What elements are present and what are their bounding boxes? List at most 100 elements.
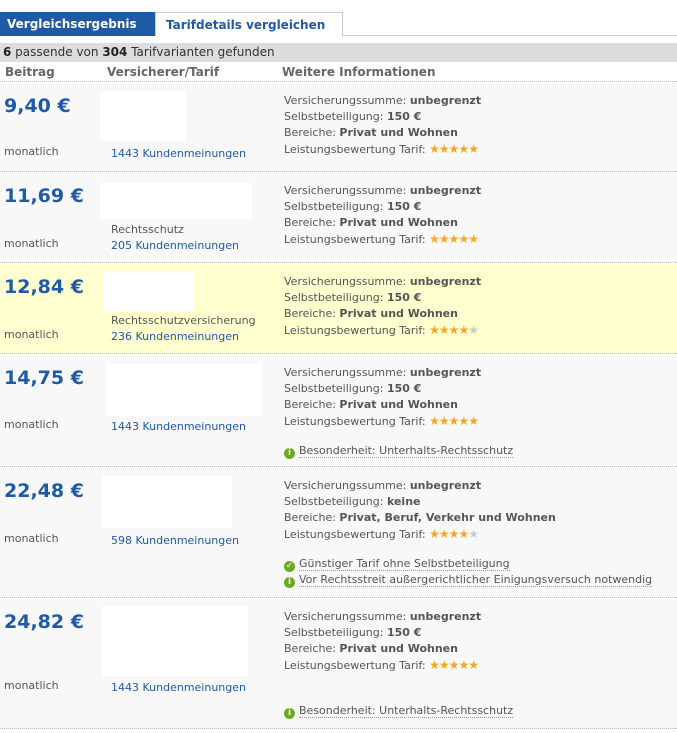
- tariff-info: Versicherungssumme: unbegrenzt Selbstbete…: [284, 478, 556, 543]
- star-icon: ★: [429, 323, 440, 337]
- tariff-info: Versicherungssumme: unbegrenzt Selbstbete…: [284, 365, 481, 430]
- areas-value: Privat und Wohnen: [339, 307, 458, 320]
- note-item: ✓ Günstiger Tarif ohne Selbstbeteiligung: [284, 557, 510, 572]
- info-icon: i: [284, 448, 295, 459]
- star-icon: ★: [438, 414, 450, 428]
- period-label: monatlich: [4, 532, 59, 545]
- tariff-info: Versicherungssumme: unbegrenzt Selbstbete…: [284, 183, 481, 248]
- info-icon: i: [284, 577, 295, 588]
- star-icon: ★: [438, 142, 450, 156]
- rating-stars: ★★★★★: [429, 657, 479, 673]
- deductible-label: Selbstbeteiligung:: [284, 495, 387, 508]
- insurer-logo[interactable]: [102, 606, 248, 676]
- column-beitrag[interactable]: Beitrag: [5, 65, 55, 79]
- tariff-info: Versicherungssumme: unbegrenzt Selbstbete…: [284, 93, 481, 158]
- rating-label: Leistungsbewertung Tarif:: [284, 659, 430, 672]
- star-icon: ★: [438, 323, 450, 337]
- rating-stars: ★★★★★: [429, 526, 479, 542]
- star-icon: ★: [448, 658, 460, 672]
- note-item: i Besonderheit: Unterhalts-Rechtsschutz: [284, 704, 514, 719]
- sum-value: unbegrenzt: [409, 94, 482, 107]
- price: 11,69 €: [4, 185, 84, 207]
- deductible-value: keine: [386, 495, 421, 508]
- match-count: 6: [3, 45, 12, 59]
- note-text[interactable]: Vor Rechtsstreit außergerichtlicher Eini…: [299, 573, 653, 587]
- sum-label: Versicherungssumme:: [284, 275, 410, 288]
- deductible-label: Selbstbeteiligung:: [284, 200, 387, 213]
- customer-reviews-link[interactable]: 205 Kundenmeinungen: [111, 239, 239, 252]
- areas-label: Bereiche:: [284, 216, 340, 229]
- star-icon: ★: [429, 658, 440, 672]
- sum-label: Versicherungssumme:: [284, 184, 410, 197]
- tariff-name: Rechtsschutzversicherung: [111, 314, 256, 327]
- summary-text: passende von: [11, 45, 103, 59]
- period-label: monatlich: [4, 418, 59, 431]
- deductible-value: 150 €: [386, 291, 422, 304]
- star-icon: ★: [429, 414, 440, 428]
- price: 12,84 €: [4, 276, 84, 298]
- sum-value: unbegrenzt: [409, 275, 482, 288]
- customer-reviews-link[interactable]: 1443 Kundenmeinungen: [111, 681, 246, 694]
- column-weitere-informationen: Weitere Informationen: [282, 65, 436, 79]
- star-icon: ★: [438, 658, 450, 672]
- star-icon: ★: [468, 323, 479, 337]
- areas-label: Bereiche:: [284, 511, 340, 524]
- star-icon: ★: [448, 323, 460, 337]
- customer-reviews-link[interactable]: 1443 Kundenmeinungen: [111, 420, 246, 433]
- insurer-logo[interactable]: [106, 364, 262, 416]
- insurer-logo[interactable]: [102, 476, 232, 528]
- tab-vergleichsergebnis[interactable]: Vergleichsergebnis: [0, 12, 155, 36]
- tariff-info: Versicherungssumme: unbegrenzt Selbstbete…: [284, 609, 481, 674]
- sum-label: Versicherungssumme:: [284, 479, 410, 492]
- deductible-value: 150 €: [386, 200, 422, 213]
- tariff-name: Rechtsschutz: [111, 223, 184, 236]
- tariff-row[interactable]: 24,82 € monatlich 1443 Kundenmeinungen Vers…: [0, 599, 677, 729]
- note-text[interactable]: Günstiger Tarif ohne Selbstbeteiligung: [299, 557, 510, 571]
- star-icon: ★: [458, 142, 469, 156]
- tab-bar: Vergleichsergebnis Tarifdetails vergleic…: [0, 12, 677, 36]
- star-icon: ★: [429, 142, 440, 156]
- star-icon: ★: [468, 232, 479, 246]
- rating-stars: ★★★★★: [429, 231, 479, 247]
- tariff-row[interactable]: 12,84 € monatlich Rechtsschutzversicherung…: [0, 264, 677, 354]
- insurer-logo[interactable]: [100, 183, 252, 219]
- total-count: 304: [102, 45, 128, 59]
- star-icon: ★: [468, 527, 479, 541]
- rating-stars: ★★★★★: [429, 141, 479, 157]
- note-text[interactable]: Besonderheit: Unterhalts-Rechtsschutz: [299, 444, 514, 458]
- star-icon: ★: [448, 232, 460, 246]
- tab-tarifdetails-vergleichen[interactable]: Tarifdetails vergleichen: [155, 12, 343, 36]
- star-icon: ★: [468, 658, 479, 672]
- star-icon: ★: [448, 527, 460, 541]
- customer-reviews-link[interactable]: 1443 Kundenmeinungen: [111, 147, 246, 160]
- deductible-value: 150 €: [386, 626, 422, 639]
- period-label: monatlich: [4, 237, 59, 250]
- note-item: i Besonderheit: Unterhalts-Rechtsschutz: [284, 444, 514, 459]
- insurer-logo[interactable]: [104, 271, 194, 311]
- price: 14,75 €: [4, 367, 84, 389]
- tariff-row[interactable]: 11,69 € monatlich Rechtsschutz 205 Kundenme…: [0, 173, 677, 263]
- column-headers: Beitrag Versicherer/Tarif Weitere Inform…: [0, 62, 677, 82]
- tariff-row[interactable]: 9,40 € monatlich 1443 Kundenmeinungen Versi…: [0, 83, 677, 172]
- customer-reviews-link[interactable]: 236 Kundenmeinungen: [111, 330, 239, 343]
- deductible-value: 150 €: [386, 110, 422, 123]
- note-text[interactable]: Besonderheit: Unterhalts-Rechtsschutz: [299, 704, 514, 718]
- price: 24,82 €: [4, 611, 84, 633]
- rating-label: Leistungsbewertung Tarif:: [284, 324, 430, 337]
- deductible-label: Selbstbeteiligung:: [284, 291, 387, 304]
- star-icon: ★: [448, 142, 460, 156]
- deductible-label: Selbstbeteiligung:: [284, 626, 387, 639]
- rating-stars: ★★★★★: [429, 322, 479, 338]
- star-icon: ★: [458, 323, 469, 337]
- note-item: i Vor Rechtsstreit außergerichtlicher Ein…: [284, 573, 653, 588]
- tariff-row[interactable]: 14,75 € monatlich 1443 Kundenmeinungen Vers…: [0, 355, 677, 467]
- insurer-logo[interactable]: [100, 91, 186, 141]
- star-icon: ★: [468, 414, 479, 428]
- customer-reviews-link[interactable]: 598 Kundenmeinungen: [111, 534, 239, 547]
- tariff-row[interactable]: 22,48 € monatlich 598 Kundenmeinungen Versi…: [0, 468, 677, 598]
- star-icon: ★: [458, 232, 469, 246]
- rating-label: Leistungsbewertung Tarif:: [284, 415, 430, 428]
- period-label: monatlich: [4, 328, 59, 341]
- rating-label: Leistungsbewertung Tarif:: [284, 143, 430, 156]
- areas-value: Privat, Beruf, Verkehr und Wohnen: [339, 511, 556, 524]
